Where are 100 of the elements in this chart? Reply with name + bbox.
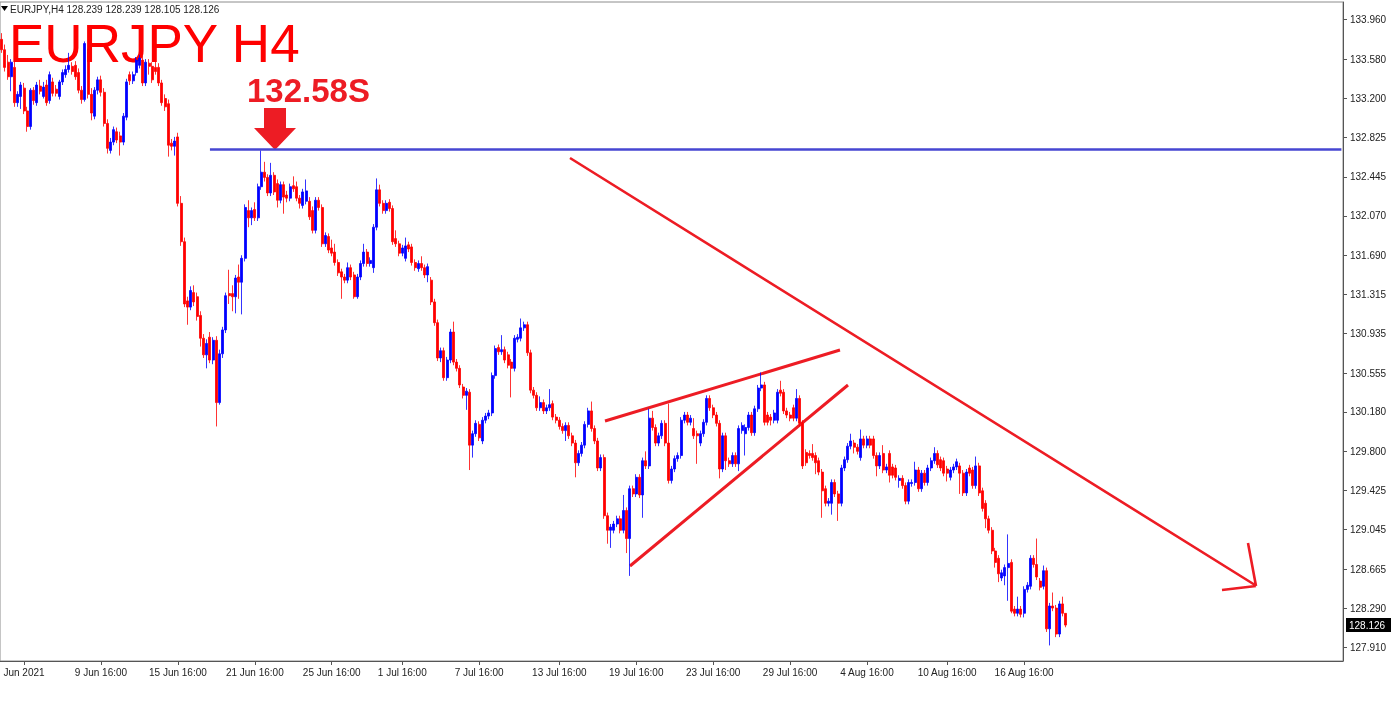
candlestick bbox=[71, 61, 74, 76]
candlestick bbox=[215, 335, 218, 427]
candlestick bbox=[535, 391, 538, 412]
candlestick bbox=[234, 274, 237, 314]
candlestick bbox=[1035, 538, 1038, 581]
y-tick-label: 132.070 bbox=[1350, 210, 1387, 222]
candlestick bbox=[737, 425, 740, 472]
x-tick-label: 4 Aug 16:00 bbox=[840, 666, 895, 678]
candlestick bbox=[253, 201, 256, 222]
candlestick bbox=[1019, 605, 1022, 618]
candlestick bbox=[949, 466, 952, 481]
candlestick bbox=[878, 452, 881, 470]
x-tick-label: 29 Jul 16:00 bbox=[762, 666, 818, 678]
y-tick-label: 130.180 bbox=[1350, 406, 1387, 418]
chart-title: EURJPY H4 bbox=[9, 14, 300, 73]
y-tick-label: 128.290 bbox=[1350, 602, 1387, 614]
candlestick bbox=[119, 131, 122, 156]
y-tick-label: 133.580 bbox=[1350, 53, 1387, 65]
candlestick bbox=[680, 416, 683, 460]
candlestick bbox=[859, 429, 862, 462]
x-tick-label: 13 Jul 16:00 bbox=[532, 666, 587, 678]
candlestick bbox=[19, 81, 22, 110]
candlestick bbox=[564, 421, 567, 442]
candlestick bbox=[314, 196, 317, 234]
y-tick-label: 132.825 bbox=[1350, 131, 1387, 143]
candlestick bbox=[923, 469, 926, 487]
candlestick bbox=[548, 388, 551, 412]
candlestick bbox=[481, 416, 484, 445]
x-tick-label: 21 Jun 16:00 bbox=[225, 666, 285, 678]
candlestick bbox=[599, 454, 602, 472]
y-tick-label: 131.690 bbox=[1350, 249, 1387, 261]
candlestick bbox=[731, 452, 734, 468]
candlestick bbox=[974, 456, 977, 490]
candlestick bbox=[853, 439, 856, 454]
candlestick bbox=[942, 457, 945, 477]
annotation: EURJPY,H4 128.239 128.239 128.105 128.126 bbox=[10, 3, 220, 15]
x-tick-label: Jun 2021 bbox=[3, 666, 46, 678]
candlestick bbox=[237, 264, 240, 300]
candlestick bbox=[856, 443, 859, 455]
candlestick bbox=[866, 435, 869, 449]
candlestick bbox=[385, 199, 388, 215]
candlestick bbox=[792, 404, 795, 422]
candlestick bbox=[1039, 577, 1042, 591]
candlestick bbox=[830, 478, 833, 516]
candlestick bbox=[282, 181, 285, 215]
candlestick bbox=[971, 466, 974, 490]
candlestick bbox=[189, 285, 192, 311]
candlestick bbox=[689, 414, 692, 426]
candlestick bbox=[1016, 596, 1019, 617]
candlestick bbox=[1010, 558, 1013, 614]
candlestick bbox=[1045, 567, 1048, 633]
candlestick bbox=[888, 449, 891, 483]
candlestick bbox=[632, 485, 635, 498]
candlestick bbox=[327, 233, 330, 254]
candlestick bbox=[628, 485, 631, 577]
candlestick bbox=[247, 199, 250, 228]
candlestick bbox=[622, 494, 625, 534]
candlestick bbox=[519, 318, 522, 342]
candlestick bbox=[51, 77, 54, 97]
candlestick bbox=[721, 432, 724, 473]
candlestick bbox=[539, 395, 542, 412]
candlestick bbox=[551, 400, 554, 421]
candlestick bbox=[907, 478, 910, 505]
x-tick-label: 25 Jun 16:00 bbox=[302, 666, 362, 678]
candlestick bbox=[478, 420, 481, 442]
candlestick bbox=[936, 449, 939, 469]
annotation: 132.58S bbox=[247, 72, 370, 109]
candlestick bbox=[667, 403, 670, 484]
x-tick-label: 7 Jul 16:00 bbox=[454, 666, 505, 678]
candlestick bbox=[366, 248, 369, 268]
candlestick bbox=[279, 181, 282, 204]
candlestick bbox=[763, 381, 766, 426]
candlestick bbox=[417, 260, 420, 273]
candlestick bbox=[734, 452, 737, 468]
y-tick-label: 133.960 bbox=[1350, 14, 1387, 26]
candlestick bbox=[885, 463, 888, 474]
candlestick bbox=[289, 183, 292, 202]
y-tick-label: 132.445 bbox=[1350, 171, 1387, 183]
candlestick bbox=[151, 61, 154, 84]
candlestick bbox=[128, 71, 131, 86]
candlestick bbox=[212, 336, 215, 365]
candlestick bbox=[468, 388, 471, 471]
y-tick-label: 129.045 bbox=[1350, 524, 1387, 536]
candlestick bbox=[914, 461, 917, 487]
x-tick-label: 15 Jun 16:00 bbox=[148, 666, 208, 678]
candlestick bbox=[558, 416, 561, 430]
candlestick bbox=[205, 338, 208, 369]
candlestick bbox=[958, 462, 961, 495]
candlestick bbox=[1007, 533, 1010, 602]
x-tick-label: 16 Aug 16:00 bbox=[994, 666, 1054, 678]
candlestick bbox=[1058, 600, 1061, 638]
candlestick bbox=[641, 457, 644, 519]
candlestick bbox=[208, 331, 211, 364]
candlestick bbox=[1023, 585, 1026, 618]
x-tick-label: 9 Jun 16:00 bbox=[74, 666, 128, 678]
text: 128.126 bbox=[1349, 619, 1386, 631]
candlestick bbox=[917, 466, 920, 493]
candlestick bbox=[1042, 565, 1045, 590]
candlestick bbox=[619, 515, 622, 534]
candlestick bbox=[513, 334, 516, 372]
